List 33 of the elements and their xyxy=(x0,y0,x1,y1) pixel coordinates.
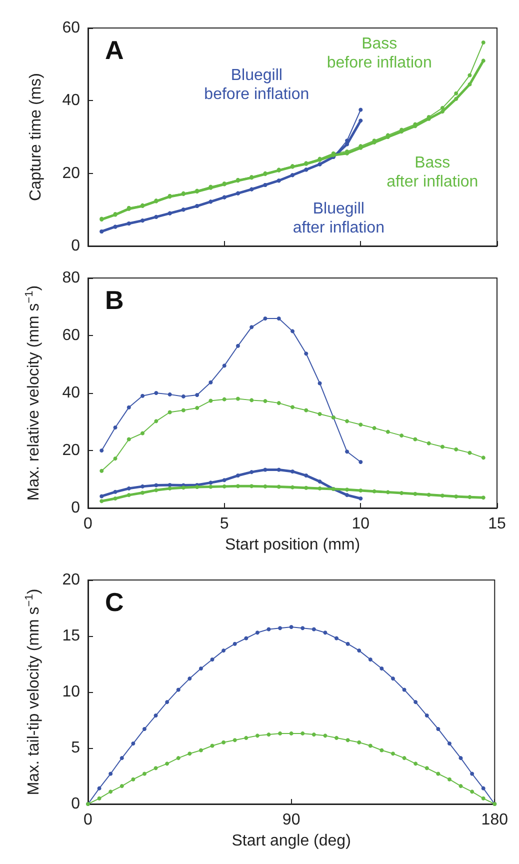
x-tick-label: 10 xyxy=(352,516,370,532)
y-tick-label: 10 xyxy=(62,684,80,700)
y-tick-label: 80 xyxy=(62,270,80,286)
y-tick-label: 40 xyxy=(62,384,80,402)
y-tick-label: 60 xyxy=(62,20,80,36)
chart-title: C xyxy=(105,587,124,617)
y-tick-label: 0 xyxy=(71,500,80,516)
x-tick-label: 0 xyxy=(84,812,93,828)
x-tick-label: 90 xyxy=(282,812,300,828)
x-tick-label: 0 xyxy=(84,516,93,532)
y-axis-title: Capture time (ms) xyxy=(28,72,44,202)
x-axis-title: Start angle (deg) xyxy=(232,832,351,850)
y-tick-label: 15 xyxy=(62,628,80,644)
text: Bluegill before inflation xyxy=(204,66,310,103)
y-tick-label: 20 xyxy=(62,442,80,459)
y-tick-label: 20 xyxy=(62,572,80,588)
x-axis-title: Start position (mm) xyxy=(224,536,360,554)
y-axis-title: Max. tail-tip velocity (mm s−1) xyxy=(24,588,42,796)
y-tick-label: 0 xyxy=(71,796,80,812)
y-tick-label: 60 xyxy=(62,327,80,344)
x-tick-label: 15 xyxy=(488,516,506,532)
y-tick-label: 40 xyxy=(62,92,80,110)
series-label: Bass before inflation xyxy=(326,36,432,72)
chart-title: A xyxy=(105,35,124,65)
series-label: Bass after inflation xyxy=(386,154,478,191)
x-tick-label: 180 xyxy=(481,812,508,828)
y-axis-title: Max. relative velocity (mm s−1) xyxy=(24,285,42,501)
y-tick-label: 5 xyxy=(71,740,80,756)
chart-title: B xyxy=(105,285,124,315)
y-tick-label: 20 xyxy=(62,164,80,182)
x-tick-label: 5 xyxy=(220,516,229,532)
series-label: Bluegill after inflation xyxy=(292,200,384,237)
y-tick-label: 0 xyxy=(71,238,80,254)
